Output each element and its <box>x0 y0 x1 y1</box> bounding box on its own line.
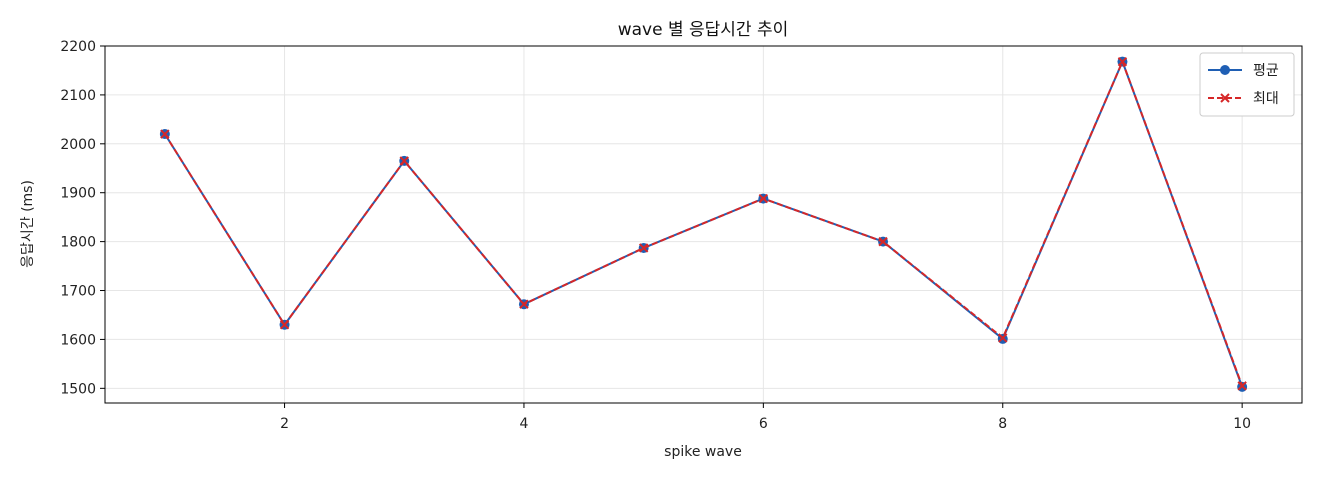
legend-max-label: 최대 <box>1253 91 1279 107</box>
y-axis-label: 응답시간 (ms) <box>20 180 36 268</box>
data-point <box>519 299 529 309</box>
series-max <box>160 56 1247 391</box>
y-tick-label: 2100 <box>60 88 96 104</box>
legend-item-avg: 평균 <box>1208 63 1279 79</box>
y-tick-label: 1600 <box>60 332 96 348</box>
y-tick-label: 1900 <box>60 186 96 202</box>
legend-avg-label: 평균 <box>1253 63 1279 79</box>
x-tick-label: 6 <box>759 416 768 432</box>
data-point <box>878 236 888 247</box>
data-point <box>399 156 409 166</box>
legend-avg-marker <box>1220 65 1230 75</box>
plot-area-frame <box>104 45 1303 404</box>
series-line <box>164 60 1244 387</box>
data-point <box>998 333 1008 343</box>
x-tick-label: 10 <box>1233 416 1251 432</box>
x-tick-label: 4 <box>519 416 528 432</box>
y-tick-label: 1500 <box>60 381 96 397</box>
legend: 평균 최대 <box>1199 52 1295 117</box>
y-axis-ticks: 1500 1600 1700 1800 1900 2000 2100 2200 <box>60 39 105 397</box>
y-tick-label: 1800 <box>60 235 96 251</box>
y-tick-label: 2000 <box>60 137 96 153</box>
data-point <box>1237 381 1247 391</box>
x-axis-ticks: 2 4 6 8 10 <box>280 403 1251 432</box>
data-point <box>160 129 170 139</box>
legend-item-max: 최대 <box>1208 91 1279 107</box>
y-tick-label: 1700 <box>60 284 96 300</box>
y-tick-label: 2200 <box>60 39 96 55</box>
x-tick-label: 2 <box>280 416 289 432</box>
legend-max-marker <box>1220 93 1230 103</box>
data-point <box>638 243 649 253</box>
data-point <box>758 193 769 204</box>
series-group <box>159 56 1248 392</box>
x-axis-label: spike wave <box>664 444 742 460</box>
data-point <box>279 320 290 330</box>
x-tick-label: 8 <box>998 416 1007 432</box>
legend-box <box>1199 52 1295 117</box>
grid <box>105 45 1302 403</box>
chart-title: wave 별 응답시간 추이 <box>618 20 789 40</box>
data-point <box>1117 56 1128 67</box>
